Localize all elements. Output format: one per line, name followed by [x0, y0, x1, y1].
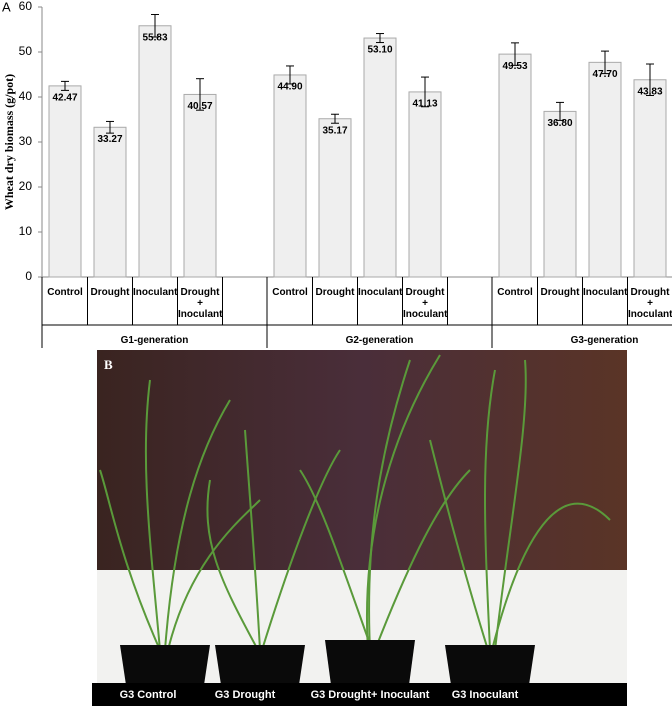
bar [273, 74, 307, 278]
value-label: 42.47 [52, 93, 77, 104]
value-label: 35.17 [322, 125, 347, 136]
value-label: 40.57 [187, 101, 212, 112]
bar [138, 25, 172, 278]
value-label: 53.10 [367, 45, 392, 56]
y-tick-label: 30 [19, 134, 33, 148]
x-tick-label: Drought [90, 287, 130, 298]
pots [120, 640, 535, 685]
value-label: 36.80 [547, 118, 572, 129]
value-label: 44.90 [277, 82, 302, 93]
value-label: 49.53 [502, 61, 527, 72]
bar [363, 37, 397, 278]
x-tick-label: Drought + Inoculant [403, 287, 448, 320]
y-tick-label: 40 [19, 89, 33, 103]
x-tick-label: Drought + Inoculant [178, 287, 223, 320]
x-tick-label: Control [47, 287, 83, 298]
panel-label: A [2, 0, 11, 14]
y-tick-label: 10 [19, 224, 33, 238]
value-label: 43.83 [637, 86, 662, 97]
x-tick-label: Inoculant [583, 287, 628, 298]
x-tick-label: Drought [315, 287, 355, 298]
x-tick-label: Inoculant [133, 287, 178, 298]
y-tick-label: 0 [25, 269, 32, 283]
photo-caption: G3 Drought+ Inoculant [311, 689, 430, 701]
photo-caption: G3 Inoculant [452, 689, 519, 701]
bar [588, 61, 622, 278]
x-tick-label: Drought [540, 287, 580, 298]
group-label: G3-generation [570, 335, 639, 346]
value-label: 41.13 [412, 99, 437, 110]
group-label: G1-generation [120, 335, 189, 346]
value-label: 55.83 [142, 32, 167, 43]
y-tick-label: 60 [19, 0, 33, 13]
bar [318, 118, 352, 278]
photo-caption: G3 Control [120, 689, 177, 701]
bar [543, 110, 577, 278]
panel-label: B [104, 357, 113, 372]
x-tick-label: Control [272, 287, 308, 298]
value-label: 47.70 [592, 69, 617, 80]
bar [48, 85, 82, 278]
x-tick-label: Drought + Inoculant [628, 287, 672, 320]
bar [408, 91, 442, 278]
caption-bar [92, 683, 627, 706]
y-tick-label: 50 [19, 44, 33, 58]
bar [183, 93, 217, 278]
group-label: G2-generation [345, 335, 414, 346]
bar [498, 53, 532, 278]
value-label: 33.27 [97, 134, 122, 145]
photo: B [92, 350, 627, 706]
x-tick-label: Control [497, 287, 533, 298]
bar [93, 126, 127, 278]
x-tick-label: Inoculant [358, 287, 403, 298]
y-axis-label: Wheat dry biomass (g/pot) [2, 74, 16, 210]
plants [99, 354, 611, 651]
bar [633, 79, 667, 278]
photo-caption: G3 Drought [215, 689, 276, 701]
y-tick-label: 20 [19, 179, 33, 193]
